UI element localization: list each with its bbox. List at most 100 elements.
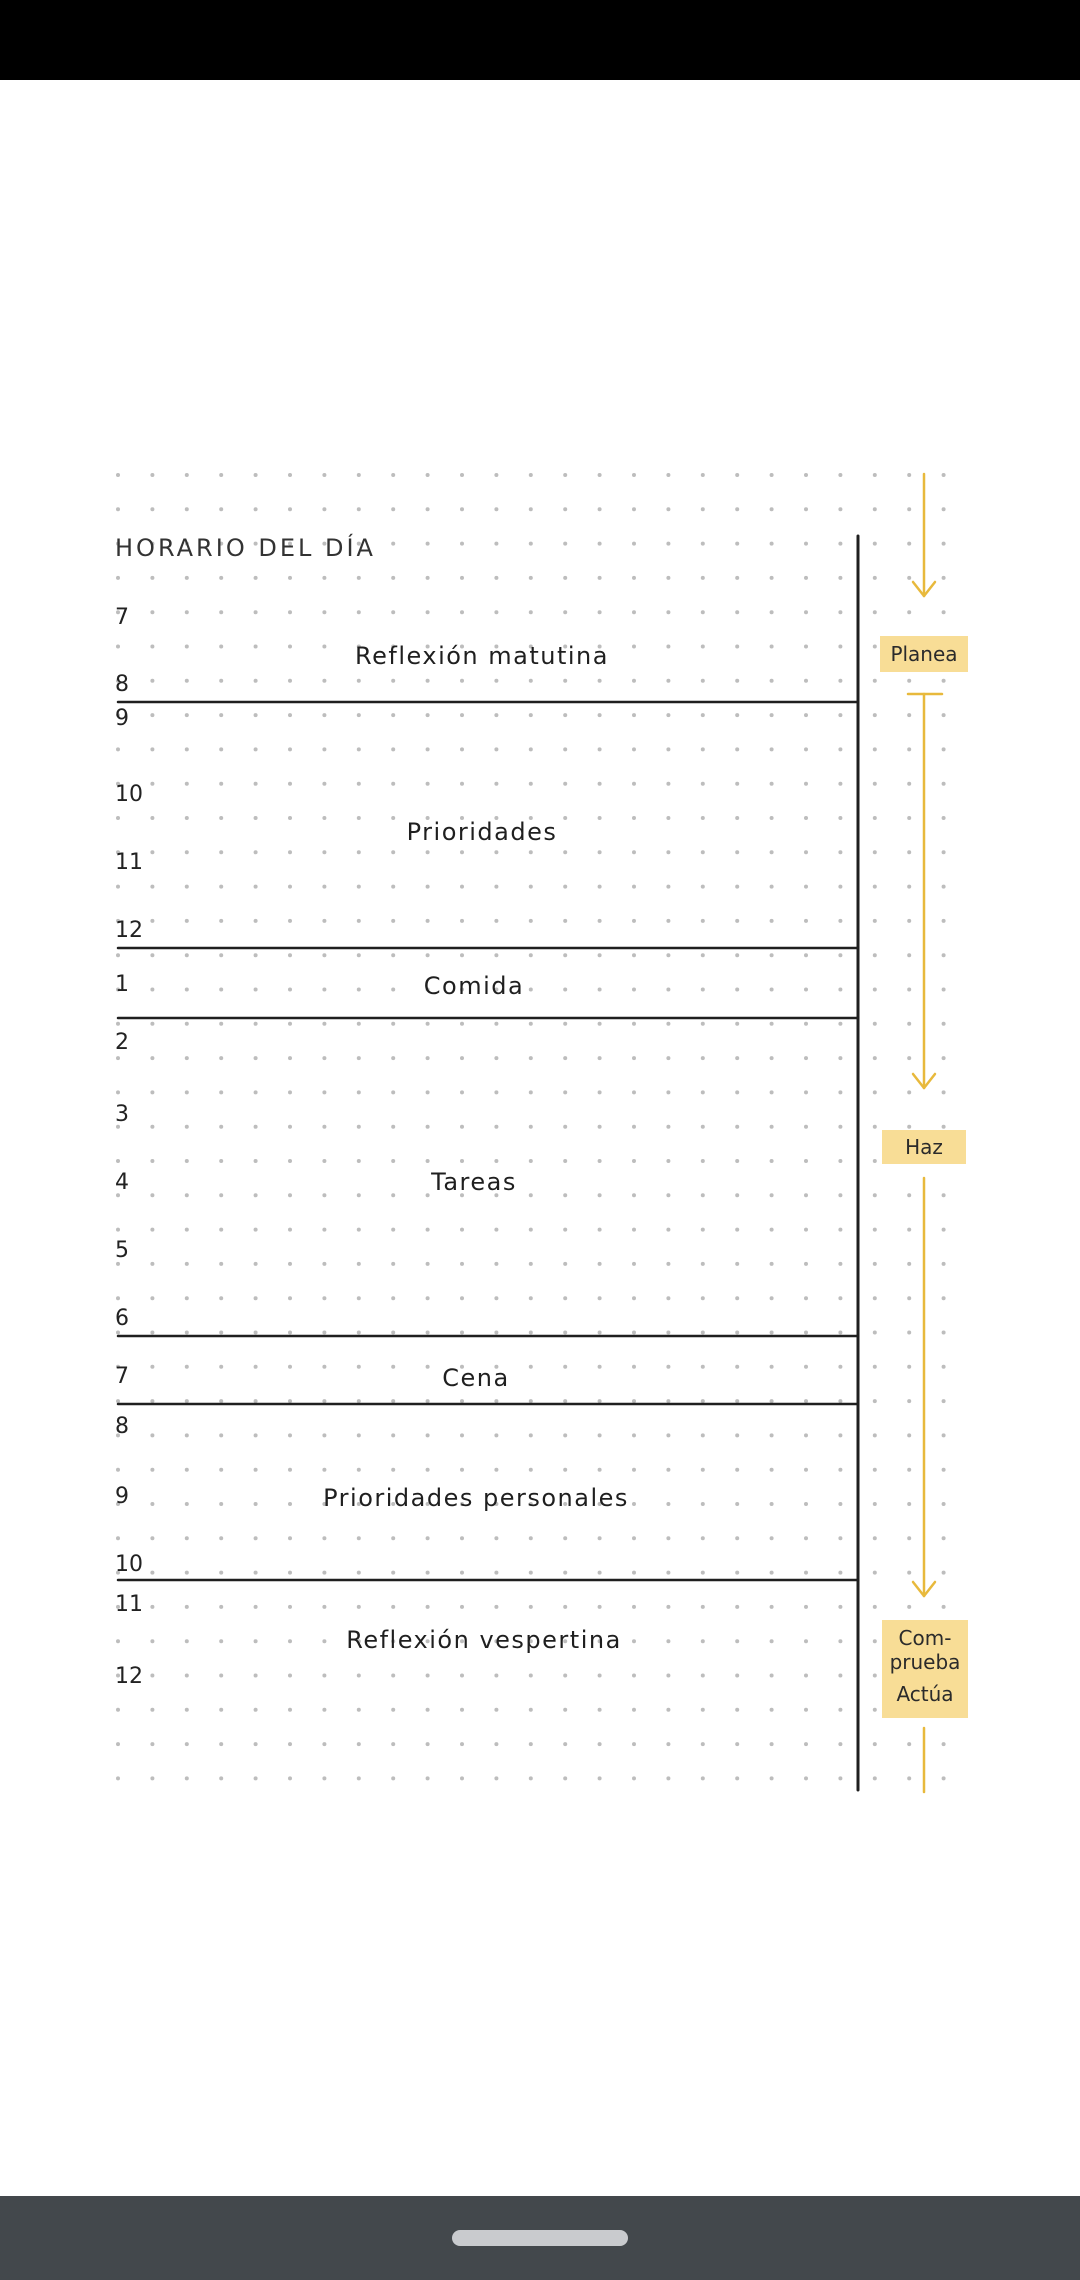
grid-dot [838,541,843,546]
grid-dot [288,1639,292,1644]
grid-dot [322,644,327,649]
grid-dot [872,1056,877,1061]
home-gesture-handle[interactable] [452,2230,628,2246]
grid-dot [425,644,430,649]
grid-dot [425,884,430,889]
grid-dot [116,1467,120,1472]
grid-dot [563,1056,568,1061]
grid-dot [116,1330,120,1335]
grid-dot [184,644,189,649]
grid-dot [838,1227,843,1232]
grid-dot [700,1261,705,1266]
grid-dot [356,1193,361,1198]
grid-dot [528,816,533,820]
grid-dot [563,644,568,649]
grid-dot [425,781,430,786]
grid-dot [116,1433,120,1438]
grid-dot [769,507,774,512]
grid-dot [666,541,671,546]
grid-dot [941,610,946,615]
grid-dot [356,1570,361,1575]
grid-dot [838,1021,843,1026]
grid-dot [838,781,843,786]
grid-dot [494,884,499,889]
grid-dot [666,1673,671,1678]
grid-dot [494,1364,499,1369]
grid-dot [597,1056,602,1061]
grid-dot [872,1707,877,1712]
grid-dot [494,850,499,855]
grid-dot [804,1296,808,1301]
grid-dot [425,1673,430,1678]
grid-dot [666,1227,671,1232]
grid-dot [494,747,499,752]
grid-dot [288,1364,292,1369]
grid-dot [150,884,155,889]
grid-dot [460,1467,464,1472]
grid-dot [460,575,464,580]
grid-dot [804,473,808,477]
grid-dot [597,781,602,786]
grid-dot [460,1124,464,1129]
grid-dot [425,987,430,992]
grid-dot [425,816,430,820]
grid-dot [838,953,843,958]
grid-dot [356,644,361,649]
grid-dot [391,473,396,477]
grid-dot [391,1433,396,1438]
grid-dot [941,1021,946,1026]
grid-dot [528,473,533,477]
grid-dot [425,713,430,718]
grid-dot [253,781,258,786]
grid-dot [563,1159,568,1163]
grid-dot [769,1364,774,1369]
grid-dot [528,507,533,512]
grid-dot [597,1707,602,1712]
grid-dot [184,1159,189,1163]
grid-dot [597,1193,602,1198]
grid-dot [253,1570,258,1575]
grid-dot [632,1399,636,1404]
grid-dot [804,713,808,718]
grid-dot [322,987,327,992]
grid-dot [769,1742,774,1747]
grid-dot [150,1639,155,1644]
grid-dot [872,1159,877,1163]
grid-dot [941,884,946,889]
grid-dot [941,678,946,683]
grid-dot [632,1261,636,1266]
tag-check-act: Com- prueba Actúa [882,1620,968,1718]
grid-dot [941,473,946,477]
grid-dot [219,1536,224,1541]
grid-dot [769,747,774,752]
grid-dot [391,507,396,512]
grid-dot [460,850,464,855]
hour-label: 1 [115,972,129,997]
grid-dot [150,473,155,477]
grid-dot [219,644,224,649]
grid-dot [288,1536,292,1541]
grid-dot [322,1296,327,1301]
hour-label: 8 [115,1414,129,1439]
grid-dot [597,1604,602,1609]
grid-dot [391,987,396,992]
schedule-lines [116,534,860,1792]
grid-dot [116,1261,120,1266]
grid-dot [563,1742,568,1747]
grid-dot [425,1399,430,1404]
grid-dot [907,1056,912,1061]
grid-dot [322,1707,327,1712]
grid-dot [184,1021,189,1026]
grid-dot [735,1639,740,1644]
grid-dot [356,1639,361,1644]
grid-dot [872,1227,877,1232]
grid-dot [460,1193,464,1198]
grid-dot [563,816,568,820]
grid-dot [116,1570,120,1575]
block-tasks: Tareas [431,1168,517,1196]
grid-dot [838,1502,843,1506]
grid-dot [184,816,189,820]
grid-dot [941,1124,946,1129]
grid-dot [322,1364,327,1369]
grid-dot [907,473,912,477]
